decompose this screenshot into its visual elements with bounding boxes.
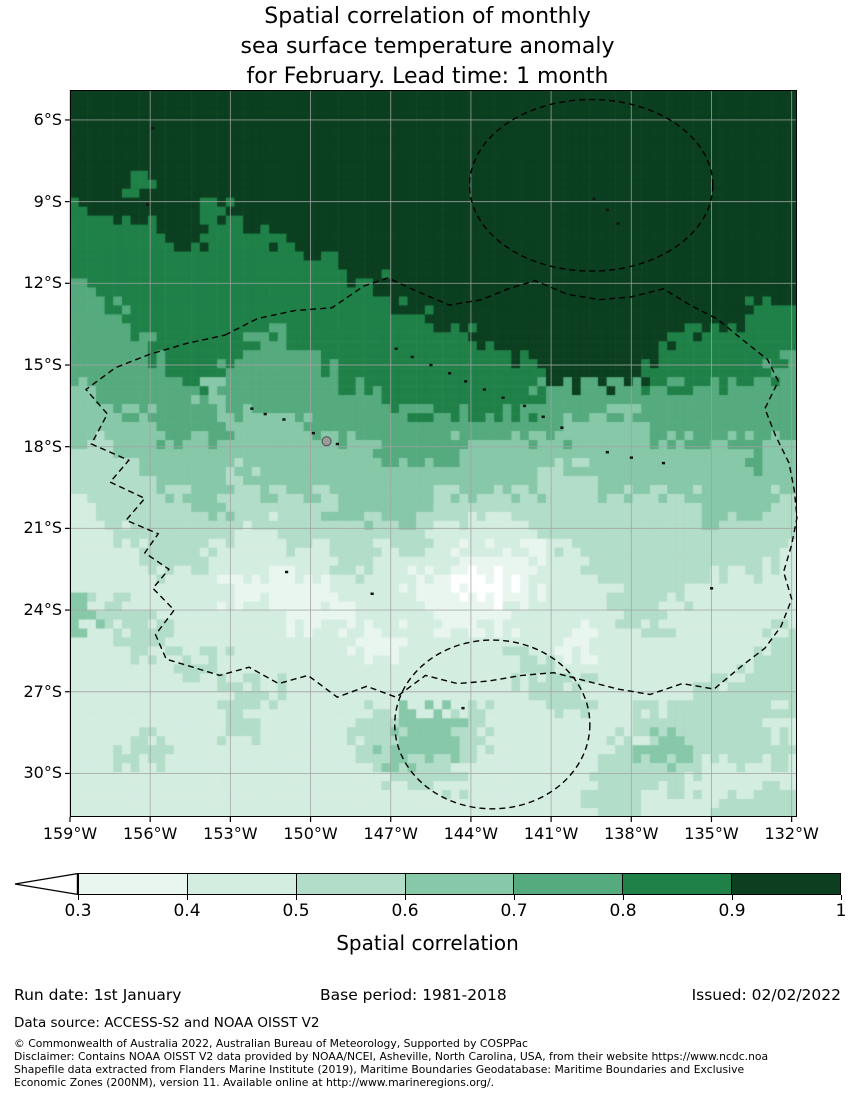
colorbar-tick-label: 0.4	[173, 901, 201, 921]
island-coastline	[370, 592, 374, 596]
chart-title: Spatial correlation of monthly sea surfa…	[0, 2, 855, 92]
colorbar-tick-label: 1	[835, 901, 847, 921]
island-coastline	[335, 442, 339, 446]
x-axis-tick-label: 138°W	[604, 824, 659, 843]
colorbar-tick-mark	[78, 895, 79, 900]
colorbar-tick-label: 0.8	[609, 901, 637, 921]
island-coastline	[464, 380, 468, 383]
correlation-field-canvas	[70, 90, 797, 817]
x-axis-tick-label: 144°W	[443, 824, 499, 843]
y-axis-tick-label: 30°S	[23, 763, 62, 783]
island-coastline	[592, 197, 596, 201]
island-coastline	[282, 418, 286, 421]
disclaimer-line-2: Shapefile data extracted from Flanders M…	[14, 1064, 745, 1076]
location-marker	[321, 436, 332, 447]
title-line-1: Spatial correlation of monthly	[264, 4, 591, 29]
island-coastline	[410, 355, 414, 359]
island-coastline	[560, 426, 564, 429]
base-period-text: Base period: 1981-2018	[320, 986, 507, 1004]
eez-boundary-north	[468, 98, 714, 272]
data-source-text: Data source: ACCESS-S2 and NOAA OISST V2	[14, 1015, 320, 1031]
y-axis-tick-label: 12°S	[23, 273, 62, 293]
colorbar-tick-mark	[841, 895, 842, 900]
island-coastline	[501, 396, 505, 399]
x-axis-tick-label: 156°W	[122, 824, 178, 843]
eez-boundary-south	[394, 639, 591, 810]
title-line-2: sea surface temperature anomaly	[240, 34, 615, 59]
colorbar-segment	[513, 874, 623, 894]
island-coastline	[661, 461, 666, 465]
colorbar-tick-label: 0.7	[500, 901, 528, 921]
x-axis-tick-label: 159°W	[42, 824, 98, 843]
disclaimer-line-3: Economic Zones (200NM), version 11. Avai…	[14, 1077, 495, 1089]
colorbar	[14, 873, 841, 895]
colorbar-segment	[404, 874, 514, 894]
island-coastline	[616, 222, 620, 225]
colorbar-under-arrow	[14, 873, 78, 895]
island-coastline	[605, 450, 609, 454]
eez-boundary-main	[84, 277, 798, 698]
disclaimer-line-1: Disclaimer: Contains NOAA OISST V2 data …	[14, 1051, 769, 1063]
map-overlay	[65, 90, 798, 822]
x-axis-tick-label: 132°W	[764, 824, 819, 843]
colorbar-tick-mark	[732, 895, 733, 900]
island-coastline	[250, 407, 254, 410]
title-line-3: for February. Lead time: 1 month	[246, 64, 609, 89]
island-coastline	[146, 203, 150, 206]
island-coastline	[709, 587, 714, 590]
island-coastline	[311, 431, 315, 435]
colorbar-segment	[79, 874, 187, 894]
issued-date-text: Issued: 02/02/2022	[691, 986, 841, 1004]
colorbar-segment	[622, 874, 732, 894]
colorbar-tick-mark	[187, 895, 188, 900]
y-axis-tick-label: 15°S	[23, 355, 62, 374]
y-axis-tick-label: 27°S	[23, 681, 62, 701]
colorbar-tick-label: 0.6	[391, 901, 419, 921]
x-axis-tick-label: 153°W	[203, 824, 258, 843]
island-coastline	[629, 456, 633, 459]
island-coastline	[522, 404, 527, 408]
colorbar-tick-label: 0.3	[64, 901, 92, 921]
island-coastline	[448, 371, 452, 375]
island-coastline	[605, 208, 609, 212]
colorbar-label: Spatial correlation	[336, 931, 519, 955]
island-coastline	[461, 706, 465, 710]
colorbar-tick-label: 0.9	[718, 901, 746, 921]
colorbar-tick-label: 0.5	[282, 901, 310, 921]
colorbar-tick-mark	[405, 895, 406, 900]
island-coastline	[284, 570, 289, 574]
y-axis-tick-label: 21°S	[23, 518, 62, 538]
colorbar-segment	[186, 874, 296, 894]
colorbar-tick-mark	[296, 895, 297, 900]
colorbar-segments	[78, 873, 841, 895]
y-axis-tick-label: 6°S	[33, 109, 62, 129]
island-coastline	[482, 388, 486, 391]
colorbar-tick-mark	[514, 895, 515, 900]
colorbar-segment	[731, 874, 841, 894]
island-coastline	[541, 415, 545, 419]
y-axis-tick-label: 24°S	[23, 600, 62, 620]
colorbar-segment	[295, 874, 405, 894]
x-axis-tick-label: 135°W	[684, 824, 739, 843]
x-axis-tick-label: 150°W	[283, 824, 338, 843]
island-coastline	[151, 126, 155, 130]
y-axis-tick-label: 18°S	[23, 436, 62, 456]
island-coastline	[429, 363, 433, 367]
copyright-text: © Commonwealth of Australia 2022, Austra…	[14, 1038, 528, 1050]
x-axis-tick-label: 141°W	[523, 824, 579, 843]
colorbar-tick-mark	[623, 895, 624, 900]
island-coastline	[263, 412, 267, 416]
run-date-text: Run date: 1st January	[14, 986, 182, 1004]
y-axis-tick-label: 9°S	[33, 191, 62, 211]
island-coastline	[394, 347, 398, 350]
map-plot-area	[65, 90, 798, 822]
x-axis-tick-label: 147°W	[363, 824, 418, 843]
